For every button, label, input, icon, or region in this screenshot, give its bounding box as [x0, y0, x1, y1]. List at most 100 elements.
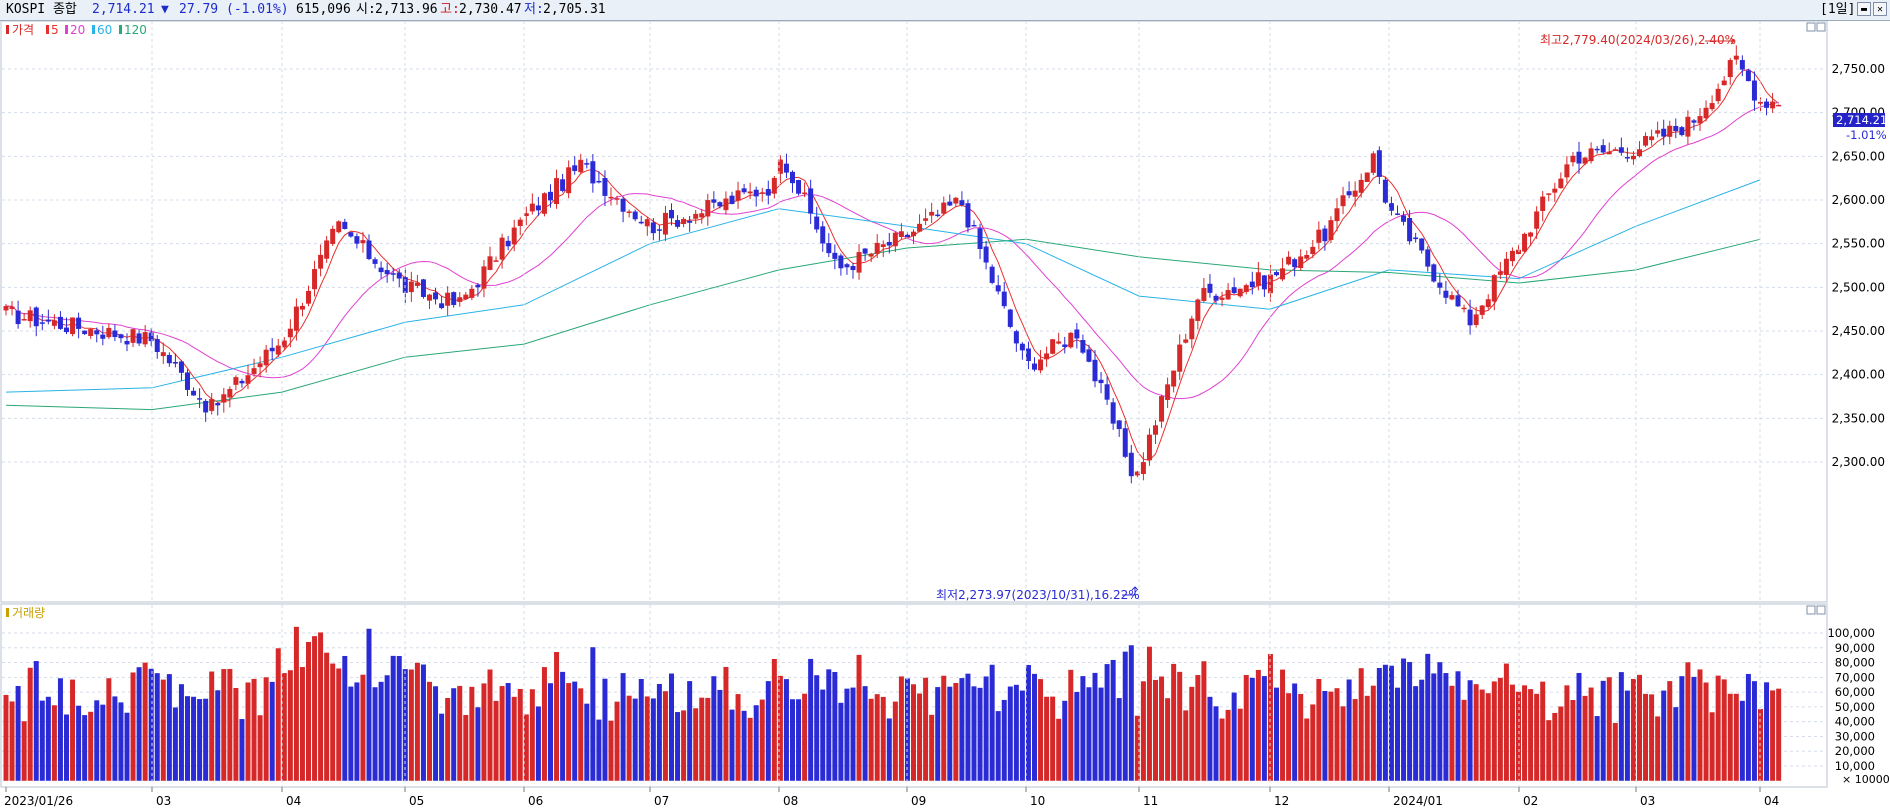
- volume-bar: [330, 663, 336, 781]
- candle-body: [1352, 190, 1358, 197]
- volume-bar: [3, 694, 9, 781]
- date-tick-label: 03: [1640, 794, 1655, 808]
- candle-body: [269, 347, 275, 352]
- volume-bar: [1637, 674, 1642, 781]
- candle-body: [1449, 295, 1455, 300]
- candle-body: [1310, 246, 1316, 254]
- volume-bar: [439, 713, 445, 781]
- candle-body: [796, 180, 802, 194]
- volume-bar: [396, 656, 402, 781]
- volume-bar: [741, 710, 747, 781]
- volume-bar: [487, 669, 493, 781]
- volume-bar: [1261, 676, 1267, 781]
- candle-body: [1213, 295, 1219, 301]
- volume-bar: [1516, 691, 1521, 781]
- volume-bar: [1667, 681, 1673, 781]
- price-grid: [2, 68, 1826, 463]
- candle-body: [1128, 452, 1134, 477]
- date-tick-label: 2024/01: [1393, 794, 1443, 808]
- volume-bar: [1588, 687, 1594, 781]
- volume-bar: [777, 675, 783, 781]
- date-tick-label: 12: [1274, 794, 1289, 808]
- date-tick-label: 11: [1143, 794, 1158, 808]
- volume-bar: [808, 658, 814, 781]
- volume-bar: [832, 671, 838, 781]
- volume-bar: [1159, 676, 1165, 781]
- candle-body: [1195, 299, 1201, 321]
- volume-bar: [971, 686, 977, 781]
- volume-bar: [1576, 672, 1582, 781]
- ma120-line: [5, 238, 1761, 411]
- current-price-tag: [1833, 113, 1885, 127]
- candle-body: [832, 252, 838, 259]
- candle-body: [1503, 258, 1509, 275]
- volume-bar: [1552, 712, 1558, 781]
- candle-body: [529, 203, 535, 212]
- candle-body: [1461, 307, 1467, 310]
- volume-bar: [281, 673, 287, 781]
- candle-body: [106, 327, 112, 338]
- volume-bar: [1497, 677, 1503, 781]
- volume-bar: [21, 721, 27, 781]
- volume-bar: [1473, 684, 1479, 781]
- volume-bar: [1624, 690, 1630, 781]
- candle-body: [1612, 149, 1618, 151]
- volume-bar: [904, 678, 910, 781]
- volume-bar: [650, 698, 656, 781]
- volume-bar: [1745, 673, 1751, 781]
- price-tick-label: 2,650.00: [1832, 149, 1885, 163]
- volume-bar: [269, 681, 275, 781]
- candle-body: [1001, 291, 1007, 307]
- candle-body: [39, 322, 45, 324]
- volume-bar: [681, 710, 687, 781]
- candle-body: [1086, 349, 1092, 362]
- candle-body: [1025, 348, 1031, 361]
- candle-body: [862, 248, 868, 254]
- candle-body: [88, 329, 94, 336]
- candle-body: [584, 163, 590, 165]
- candle-body: [1007, 309, 1013, 327]
- candle-body: [293, 306, 299, 331]
- volume-bar: [1274, 687, 1279, 781]
- volume-panel-controls[interactable]: [1806, 605, 1826, 615]
- candle-body: [1304, 255, 1310, 259]
- candle-body: [45, 319, 51, 322]
- close-icon[interactable]: ✕: [1873, 2, 1887, 16]
- volume-bar: [70, 679, 76, 781]
- legend-volume: 거래량: [12, 606, 45, 620]
- minimize-icon[interactable]: ▬: [1857, 2, 1871, 16]
- candle-body: [1032, 363, 1037, 370]
- date-tick-label: 09: [911, 794, 926, 808]
- volume-bar: [1770, 690, 1776, 781]
- candle-body: [1594, 148, 1600, 151]
- candle-body: [681, 218, 687, 225]
- volume-bar: [191, 696, 197, 781]
- volume-bar: [1503, 663, 1509, 781]
- volume-bar: [892, 701, 898, 781]
- volume-bar: [384, 675, 390, 781]
- volume-bar: [1370, 685, 1376, 781]
- volume-bar: [687, 681, 693, 781]
- candle-body: [1382, 179, 1388, 203]
- candle-body: [1588, 148, 1594, 162]
- candle-body: [705, 200, 711, 217]
- volume-bar: [172, 707, 178, 781]
- date-tick-label: 04: [286, 794, 301, 808]
- period-button[interactable]: [1일]: [1820, 2, 1856, 17]
- volume-bar: [1643, 693, 1649, 781]
- volume-bar: [227, 668, 233, 781]
- volume-bar: [124, 712, 130, 781]
- candle-body: [1558, 178, 1564, 189]
- volume-bar: [1086, 687, 1092, 781]
- legend-ma60: 60: [97, 23, 112, 37]
- candle-body: [1080, 340, 1086, 353]
- candle-body: [669, 209, 674, 219]
- price-panel-controls[interactable]: [1806, 22, 1826, 32]
- volume-bar: [414, 662, 420, 781]
- volume-bar: [1098, 687, 1104, 781]
- volume-bar: [239, 719, 245, 781]
- volume-bar: [1540, 681, 1546, 781]
- candle-body: [215, 403, 221, 406]
- volume-tick-label: 70,000: [1835, 670, 1875, 684]
- candle-body: [1110, 402, 1116, 424]
